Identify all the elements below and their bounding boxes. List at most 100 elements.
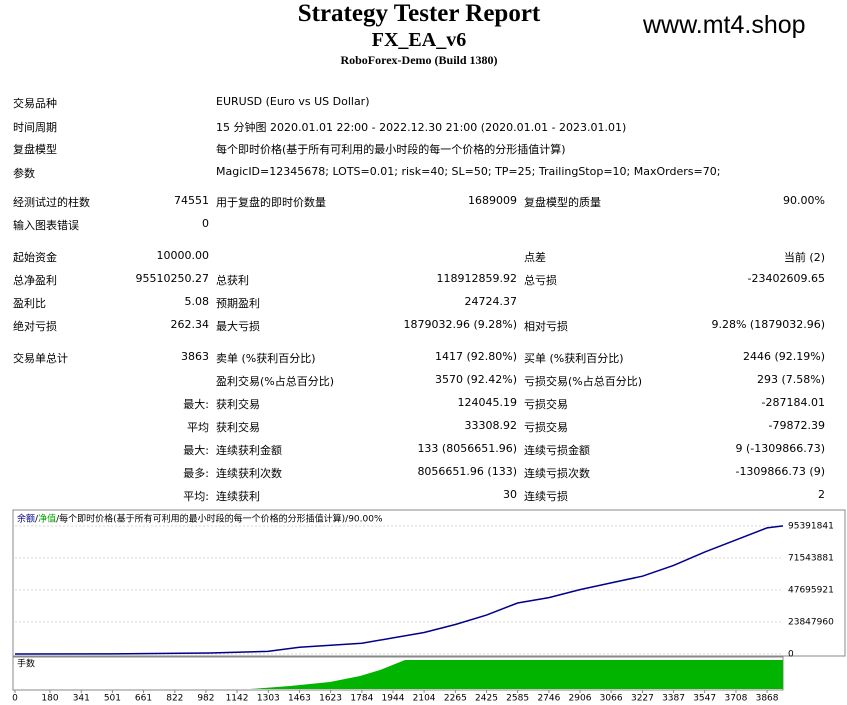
stat-value: 10000.00: [156, 249, 210, 262]
chart-frame: [12, 509, 846, 657]
x-tick-label: 2585: [506, 694, 529, 704]
stat-value: 9 (-1309866.73): [735, 442, 825, 455]
stat-value: 2: [818, 488, 825, 501]
x-tick-label: 180: [41, 694, 58, 704]
stat-label: 亏损交易(%占总百分比): [524, 375, 643, 388]
info-value: 15 分钟图 2020.01.01 22:00 - 2022.12.30 21:…: [216, 121, 627, 134]
x-tick-label: 661: [135, 694, 152, 704]
stat-value: 262.34: [170, 318, 210, 331]
stat-value: 124045.19: [457, 396, 518, 409]
info-value: MagicID=12345678; LOTS=0.01; risk=40; SL…: [216, 165, 721, 178]
stat-label: 输入图表错误: [13, 219, 79, 232]
y-tick-label: 47695921: [788, 586, 834, 596]
ea-name: FX_EA_v6: [371, 29, 467, 51]
stat-value: 2446 (92.19%): [742, 350, 825, 363]
lots-label: 手数: [17, 658, 35, 670]
stat-value: 95510250.27: [135, 272, 209, 285]
stat-value: 1879032.96 (9.28%): [403, 318, 517, 331]
stat-value: 9.28% (1879032.96): [711, 318, 825, 331]
stat-value: 0: [202, 217, 209, 230]
stat-value: -1309866.73 (9): [735, 465, 825, 478]
legend-sep: /: [345, 515, 349, 525]
stat-value: 最多:: [183, 467, 209, 480]
x-tick-label: 1944: [382, 694, 405, 704]
stat-value: 74551: [174, 194, 209, 207]
x-tick-label: 1463: [288, 694, 311, 704]
stat-value: 1417 (92.80%): [434, 350, 517, 363]
stat-label: 用于复盘的即时价数量: [216, 196, 326, 209]
stat-value: 30: [503, 488, 517, 501]
stat-label: 总亏损: [524, 274, 557, 287]
stat-label: 点差: [524, 251, 546, 264]
stat-label: 盈利比: [13, 297, 46, 310]
stat-label: 连续亏损: [524, 490, 568, 503]
stat-value: 3863: [181, 350, 209, 363]
x-tick-label: 2425: [475, 694, 498, 704]
stat-label: 连续亏损次数: [524, 467, 590, 480]
x-tick-label: 2746: [537, 694, 560, 704]
info-label: 复盘模型: [13, 143, 57, 156]
stat-label: 预期盈利: [216, 297, 260, 310]
info-label: 参数: [13, 167, 35, 180]
stat-value: 最大:: [183, 444, 209, 457]
stat-label: 起始资金: [13, 251, 57, 264]
stat-value: 118912859.92: [436, 272, 517, 285]
stat-value: 平均:: [183, 490, 209, 503]
legend-item: 每个即时价格(基于所有可利用的最小时段的每一个价格的分形插值计算): [59, 513, 345, 525]
x-tick-label: 1303: [257, 694, 280, 704]
legend-sep: /: [56, 515, 60, 525]
x-tick-label: 3708: [724, 694, 747, 704]
x-tick-label: 501: [104, 694, 121, 704]
x-tick-label: 1142: [226, 694, 249, 704]
x-tick-label: 982: [197, 694, 214, 704]
stat-value: 平均: [187, 421, 209, 434]
x-tick-label: 0: [12, 694, 18, 704]
stat-value: -23402609.65: [747, 272, 825, 285]
stat-value: 1689009: [468, 194, 517, 207]
stat-value: 3570 (92.42%): [434, 373, 517, 386]
x-tick-label: 3227: [631, 694, 654, 704]
x-tick-label: 2104: [413, 694, 436, 704]
stat-label: 买单 (%获利百分比): [524, 352, 624, 365]
stat-value: 90.00%: [783, 194, 825, 207]
x-tick-label: 3547: [693, 694, 716, 704]
stat-label: 连续获利: [216, 490, 260, 503]
stat-value: 8056651.96 (133): [417, 465, 517, 478]
stat-label: 连续获利金额: [216, 444, 282, 457]
y-tick-label: 0: [788, 650, 794, 660]
server: RoboForex-Demo (Build 1380): [340, 53, 498, 67]
stat-value: -287184.01: [761, 396, 825, 409]
x-tick-label: 822: [166, 694, 183, 704]
legend-item: 净值: [38, 513, 56, 525]
watermark: www.mt4.shop: [643, 11, 806, 39]
stat-label: 经测试过的柱数: [13, 196, 90, 209]
stat-label: 相对亏损: [524, 320, 568, 333]
stat-label: 总获利: [216, 274, 249, 287]
x-tick-label: 341: [73, 694, 90, 704]
legend-item: 余额: [17, 513, 35, 525]
stat-label: 盈利交易(%占总百分比): [216, 375, 335, 388]
stat-label: 绝对亏损: [13, 320, 57, 333]
stat-value: -79872.39: [768, 419, 825, 432]
stat-value: 133 (8056651.96): [417, 442, 517, 455]
stat-value: 5.08: [184, 295, 210, 308]
stat-label: 复盘模型的质量: [524, 196, 601, 209]
x-tick-label: 3066: [600, 694, 623, 704]
stat-value: 33308.92: [464, 419, 518, 432]
stat-label: 连续获利次数: [216, 467, 282, 480]
info-value: EURUSD (Euro vs US Dollar): [216, 95, 370, 108]
info-label: 交易品种: [13, 97, 57, 110]
stat-value: 当前 (2): [783, 251, 825, 264]
stat-value: 最大:: [183, 398, 209, 411]
balance-line: [14, 525, 784, 655]
x-tick-label: 2906: [569, 694, 592, 704]
lots-area: [250, 660, 783, 689]
y-tick-label: 71543881: [788, 554, 834, 564]
stat-value: 24724.37: [464, 295, 518, 308]
x-tick-label: 3868: [756, 694, 779, 704]
stat-label: 交易单总计: [13, 352, 68, 365]
y-tick-label: 23847960: [788, 618, 834, 628]
legend-sep: /: [35, 515, 39, 525]
